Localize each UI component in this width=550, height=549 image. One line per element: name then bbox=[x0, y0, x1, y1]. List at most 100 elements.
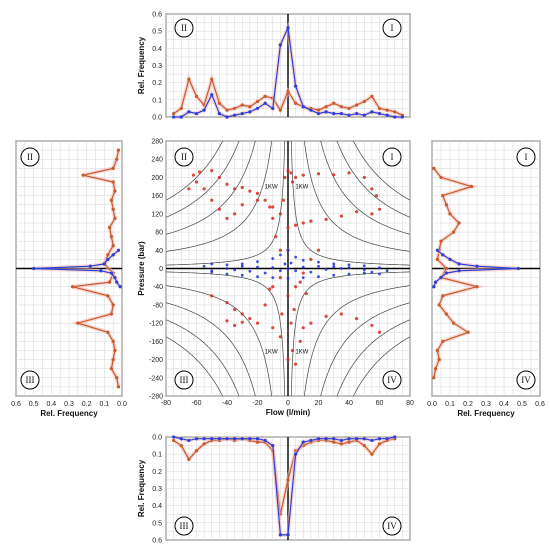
top-quadrant-label: I bbox=[391, 23, 394, 33]
main-x-tick: 80 bbox=[406, 400, 414, 407]
right-series-point bbox=[437, 303, 441, 307]
left-x-tick: 0.1 bbox=[99, 401, 109, 408]
top-series-point bbox=[263, 94, 267, 98]
main-point bbox=[301, 271, 305, 275]
main-point bbox=[309, 321, 313, 325]
main-x-tick: -80 bbox=[161, 400, 171, 407]
main-point bbox=[294, 362, 298, 366]
left-series-point bbox=[88, 264, 92, 268]
main-y-tick: 0 bbox=[159, 266, 163, 273]
main-point bbox=[286, 225, 290, 230]
left-x-tick: 0.6 bbox=[11, 401, 21, 408]
right-series-point bbox=[435, 248, 439, 252]
right-series-point bbox=[444, 312, 448, 316]
main-point bbox=[370, 212, 374, 216]
main-point bbox=[210, 168, 214, 173]
quadrant-badge bbox=[382, 370, 402, 390]
top-series-point bbox=[377, 106, 382, 111]
left-series-point bbox=[109, 271, 113, 275]
top-series-point bbox=[294, 101, 298, 105]
top-series-point bbox=[172, 115, 176, 119]
top-series-point bbox=[332, 111, 336, 116]
left-series-point bbox=[102, 262, 106, 266]
top-series-point bbox=[248, 110, 252, 114]
top-series-point bbox=[385, 113, 389, 117]
main-point bbox=[271, 257, 275, 260]
main-x-tick: 60 bbox=[376, 400, 384, 407]
main-point bbox=[233, 307, 237, 312]
main-point bbox=[210, 262, 214, 266]
top-y-tick: 0.5 bbox=[152, 29, 162, 36]
left-series-point bbox=[113, 348, 117, 353]
main-point bbox=[301, 265, 305, 269]
top-series-point bbox=[393, 115, 397, 119]
main-point bbox=[202, 264, 206, 268]
main-point bbox=[332, 273, 336, 277]
top-series-point bbox=[248, 105, 252, 109]
bottom-series-point bbox=[377, 437, 382, 441]
top-series-point bbox=[400, 115, 404, 119]
main-x-tick: -20 bbox=[252, 400, 262, 407]
main-point bbox=[271, 266, 275, 269]
bottom-series-point bbox=[355, 437, 359, 441]
power-curve-1KW bbox=[290, 271, 410, 396]
bottom-quadrant-label: IV bbox=[387, 521, 397, 531]
main-point bbox=[283, 175, 287, 180]
main-point bbox=[217, 175, 221, 180]
bottom-series-point bbox=[393, 435, 397, 439]
bottom-series-point bbox=[194, 437, 199, 441]
top-series-point bbox=[309, 108, 313, 112]
left-quadrant-badge bbox=[20, 147, 40, 167]
bottom-quadrant-badge bbox=[382, 516, 402, 536]
main-point bbox=[301, 173, 305, 177]
left-series-point bbox=[109, 367, 113, 371]
left-series-point bbox=[109, 235, 113, 239]
left-series-point bbox=[111, 207, 115, 211]
left-series-point bbox=[109, 198, 113, 202]
bottom-series-point bbox=[202, 442, 206, 446]
main-point bbox=[317, 260, 320, 264]
top-y-label: Rel. Frequency bbox=[137, 36, 146, 94]
main-point bbox=[378, 272, 381, 276]
main-point bbox=[278, 269, 282, 273]
left-series-point bbox=[109, 312, 113, 316]
right-series-point bbox=[441, 339, 445, 343]
main-point bbox=[370, 323, 374, 328]
main-point bbox=[225, 267, 229, 270]
power-curve-5KW bbox=[304, 141, 410, 252]
left-series-point bbox=[113, 216, 117, 221]
main-point bbox=[233, 323, 237, 328]
main-point bbox=[248, 316, 252, 321]
main-point bbox=[240, 312, 244, 316]
main-point bbox=[271, 205, 275, 209]
left-series-point bbox=[111, 244, 115, 248]
top-series-point bbox=[240, 111, 244, 116]
main-point bbox=[187, 187, 191, 191]
main-point bbox=[271, 216, 275, 221]
top-series-point bbox=[332, 101, 336, 105]
main-point bbox=[317, 275, 320, 279]
power-curve-15KW bbox=[166, 319, 240, 396]
top-series-point bbox=[370, 94, 374, 98]
quadrant-badge bbox=[174, 147, 194, 167]
left-series-point bbox=[70, 285, 75, 289]
main-point bbox=[316, 172, 321, 176]
left-series-point bbox=[106, 257, 110, 261]
main-point bbox=[233, 212, 237, 216]
main-point bbox=[268, 287, 272, 291]
main-point bbox=[294, 255, 298, 259]
main-point bbox=[225, 216, 229, 221]
right-series-point bbox=[434, 280, 438, 284]
main-x-tick: -40 bbox=[222, 400, 232, 407]
left-x-label: Rel. Frequency bbox=[40, 409, 98, 418]
bottom-series-point bbox=[316, 437, 321, 441]
left-series-point bbox=[99, 269, 103, 273]
main-point bbox=[324, 217, 328, 221]
main-point bbox=[294, 223, 298, 227]
top-series-point bbox=[324, 110, 328, 114]
right-series-point bbox=[432, 285, 436, 289]
right-quadrant-label: I bbox=[525, 152, 528, 162]
right-series-point bbox=[441, 253, 445, 257]
main-point bbox=[225, 272, 229, 276]
main-point bbox=[304, 291, 308, 296]
